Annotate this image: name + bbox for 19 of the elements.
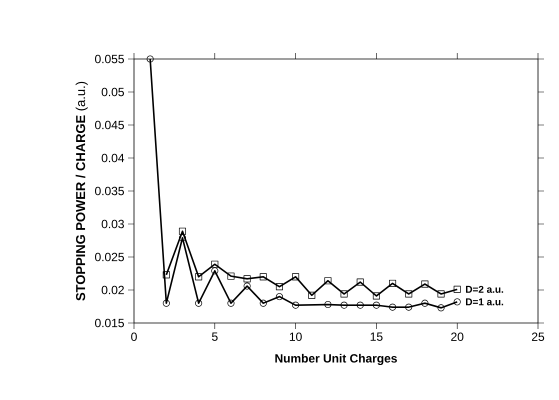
- y-tick-label: 0.035: [95, 186, 124, 196]
- y-tick-label: 0.025: [95, 252, 124, 262]
- y-tick-label: 0.045: [95, 120, 124, 130]
- y-axis-title: STOPPING POWER / CHARGE (a.u.): [76, 82, 88, 301]
- series-label: D=1 a.u.: [466, 298, 504, 306]
- x-tick-label: 20: [451, 332, 464, 341]
- x-axis-title: Number Unit Charges: [275, 354, 397, 366]
- y-tick-label: 0.02: [102, 286, 124, 294]
- x-tick-label: 5: [212, 332, 218, 341]
- y-tick-label: 0.03: [102, 220, 124, 228]
- x-tick-label: 25: [532, 332, 544, 341]
- y-tick-label: 0.05: [102, 88, 124, 96]
- y-tick-label: 0.015: [95, 318, 124, 328]
- x-tick-label: 10: [290, 332, 302, 341]
- y-tick-label: 0.055: [95, 54, 124, 64]
- y-tick-label: 0.04: [102, 154, 124, 162]
- x-tick-label: 15: [370, 332, 383, 341]
- series-label: D=2 a.u.: [466, 286, 504, 293]
- x-tick-label: 0: [131, 332, 137, 341]
